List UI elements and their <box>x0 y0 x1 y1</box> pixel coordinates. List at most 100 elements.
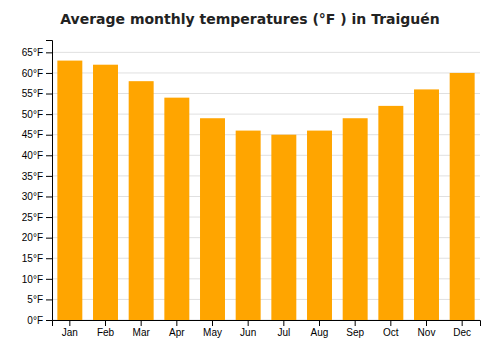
x-tick-label: Feb <box>97 327 115 338</box>
y-tick-mark <box>46 196 52 197</box>
x-tick-mark <box>176 320 177 326</box>
x-tick-label: Oct <box>383 327 399 338</box>
bar <box>164 98 189 320</box>
bar <box>129 81 154 320</box>
x-tick: May <box>203 320 222 338</box>
y-tick-label: 10°F <box>22 274 43 285</box>
y-tick-mark <box>46 320 52 321</box>
y-tick: 60°F <box>22 68 52 79</box>
x-tick: Jun <box>240 320 256 338</box>
bar <box>414 89 439 320</box>
x-tick: Oct <box>383 320 399 338</box>
x-axis-line <box>53 321 481 327</box>
y-axis-line <box>46 41 53 321</box>
y-tick-label: 25°F <box>22 212 43 223</box>
y-tick-mark <box>46 52 52 53</box>
y-tick: 55°F <box>22 88 52 99</box>
x-tick-mark <box>355 320 356 326</box>
bars <box>57 61 474 320</box>
y-tick-label: 20°F <box>22 232 43 243</box>
y-tick-mark <box>46 217 52 218</box>
title: Average monthly temperatures (°F ) in Tr… <box>60 11 440 27</box>
y-axis: 0°F 5°F 10°F 15°F 20°F 25°F 30°F 35°F 40°F 45°F 50… <box>22 41 53 326</box>
x-tick: Aug <box>311 320 329 338</box>
y-tick-mark <box>46 155 52 156</box>
x-tick: Sep <box>346 320 364 338</box>
y-tick-mark <box>46 279 52 280</box>
y-tick-mark <box>46 73 52 74</box>
bar <box>450 73 475 320</box>
y-tick: 45°F <box>22 129 52 140</box>
y-tick-mark <box>46 258 52 259</box>
y-tick: 20°F <box>22 232 52 243</box>
x-tick-label: Sep <box>346 327 364 338</box>
x-tick: Jul <box>277 320 290 338</box>
x-tick: Jan <box>62 320 78 338</box>
bar <box>378 106 403 320</box>
x-tick-mark <box>69 320 70 326</box>
y-tick: 25°F <box>22 212 52 223</box>
y-tick: 15°F <box>22 253 52 264</box>
x-tick-label: May <box>203 327 222 338</box>
plot: 0°F 5°F 10°F 15°F 20°F 25°F 30°F 35°F 40°F 45°F 50… <box>22 41 481 339</box>
bar <box>343 118 368 320</box>
bar <box>200 118 225 320</box>
y-tick-mark <box>46 238 52 239</box>
bar <box>93 65 118 320</box>
x-tick-label: Apr <box>169 327 185 338</box>
x-tick-label: Nov <box>418 327 436 338</box>
x-tick: Mar <box>133 320 151 338</box>
x-tick-mark <box>426 320 427 326</box>
y-tick: 5°F <box>27 294 52 305</box>
y-tick: 65°F <box>22 47 52 58</box>
grid-line <box>52 52 480 53</box>
x-tick: Nov <box>418 320 436 338</box>
y-tick-label: 45°F <box>22 129 43 140</box>
y-tick-label: 40°F <box>22 150 43 161</box>
y-tick-mark <box>46 135 52 136</box>
y-tick-label: 0°F <box>27 315 43 326</box>
y-tick-mark <box>46 114 52 115</box>
x-tick-label: Jul <box>277 327 290 338</box>
x-tick-mark <box>390 320 391 326</box>
x-tick-label: Dec <box>453 327 471 338</box>
y-tick-label: 5°F <box>27 294 43 305</box>
x-tick-mark <box>248 320 249 326</box>
x-tick-label: Jun <box>240 327 256 338</box>
y-tick-label: 65°F <box>22 47 43 58</box>
y-tick: 40°F <box>22 150 52 161</box>
y-tick-label: 35°F <box>22 171 43 182</box>
x-tick-label: Aug <box>311 327 329 338</box>
y-tick: 35°F <box>22 171 52 182</box>
x-tick-mark <box>283 320 284 326</box>
x-tick-mark <box>212 320 213 326</box>
y-tick: 30°F <box>22 191 52 202</box>
x-tick-label: Jan <box>62 327 78 338</box>
x-tick-label: Mar <box>133 327 151 338</box>
x-tick-mark <box>141 320 142 326</box>
y-tick-label: 55°F <box>22 88 43 99</box>
y-tick-label: 15°F <box>22 253 43 264</box>
x-tick: Dec <box>453 320 471 338</box>
y-tick: 10°F <box>22 274 52 285</box>
grid <box>52 52 480 320</box>
x-tick-mark <box>462 320 463 326</box>
x-tick: Feb <box>97 320 115 338</box>
y-tick-mark <box>46 176 52 177</box>
bar <box>236 131 261 320</box>
x-tick-mark <box>319 320 320 326</box>
y-tick-mark <box>46 94 52 95</box>
bar <box>307 131 332 320</box>
y-tick: 50°F <box>22 109 52 120</box>
x-tick-mark <box>105 320 106 326</box>
y-tick-label: 60°F <box>22 68 43 79</box>
y-tick-label: 50°F <box>22 109 43 120</box>
x-axis: Jan Feb Mar Apr May Jun Jul Aug Sep Oct Nov Dec <box>53 320 481 338</box>
y-tick-mark <box>46 299 52 300</box>
chart: 0°F 5°F 10°F 15°F 20°F 25°F 30°F 35°F 40°F 45°F 50… <box>0 0 500 350</box>
y-tick-label: 30°F <box>22 191 43 202</box>
y-tick: 0°F <box>27 315 52 326</box>
x-tick: Apr <box>169 320 185 338</box>
bar <box>271 135 296 320</box>
bar <box>57 61 82 320</box>
